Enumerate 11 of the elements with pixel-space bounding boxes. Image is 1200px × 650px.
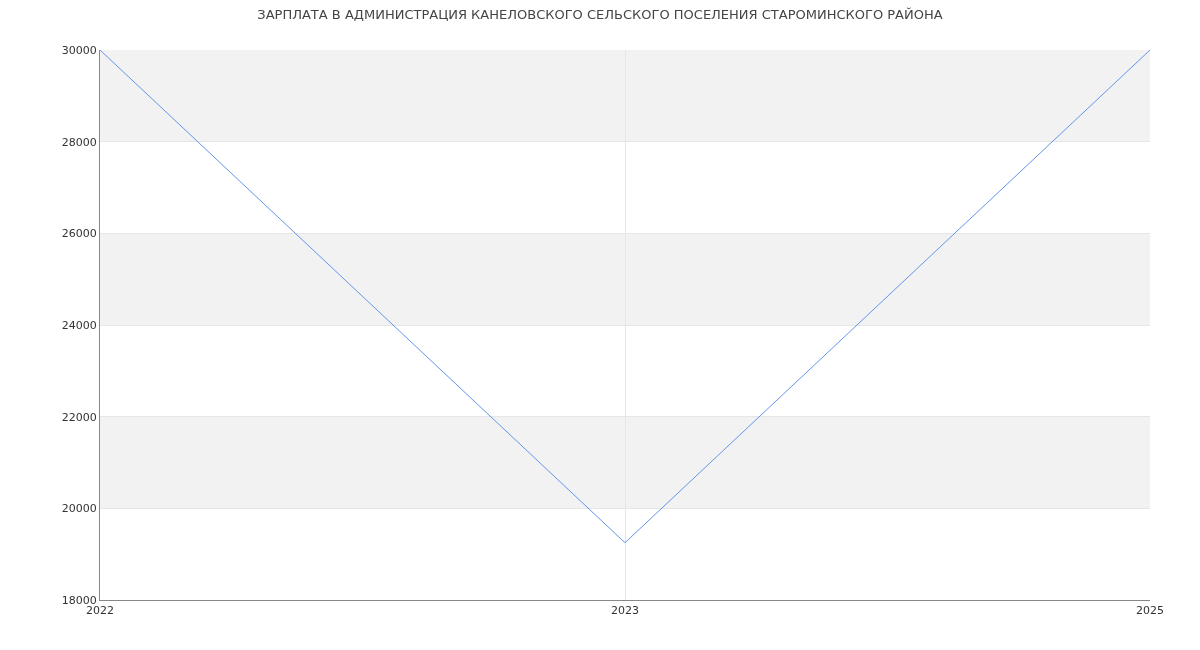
y-tick-label: 28000 — [61, 135, 97, 149]
chart-title: ЗАРПЛАТА В АДМИНИСТРАЦИЯ КАНЕЛОВСКОГО СЕЛЬСКОГО ПОСЕЛЕНИЯ СТАРОМИНСКОГО РАЙОНА — [257, 6, 943, 22]
x-tick-label: 2025 — [1136, 604, 1164, 618]
y-tick-label: 20000 — [61, 502, 97, 516]
x-tick-label: 2022 — [86, 604, 114, 618]
y-tick-label: 30000 — [61, 43, 97, 57]
x-tick-label: 2023 — [611, 604, 639, 618]
y-tick-label: 26000 — [61, 227, 97, 241]
y-tick-label: 22000 — [61, 410, 97, 424]
y-tick-label: 24000 — [61, 318, 97, 332]
y-tick-label: 18000 — [61, 593, 97, 607]
